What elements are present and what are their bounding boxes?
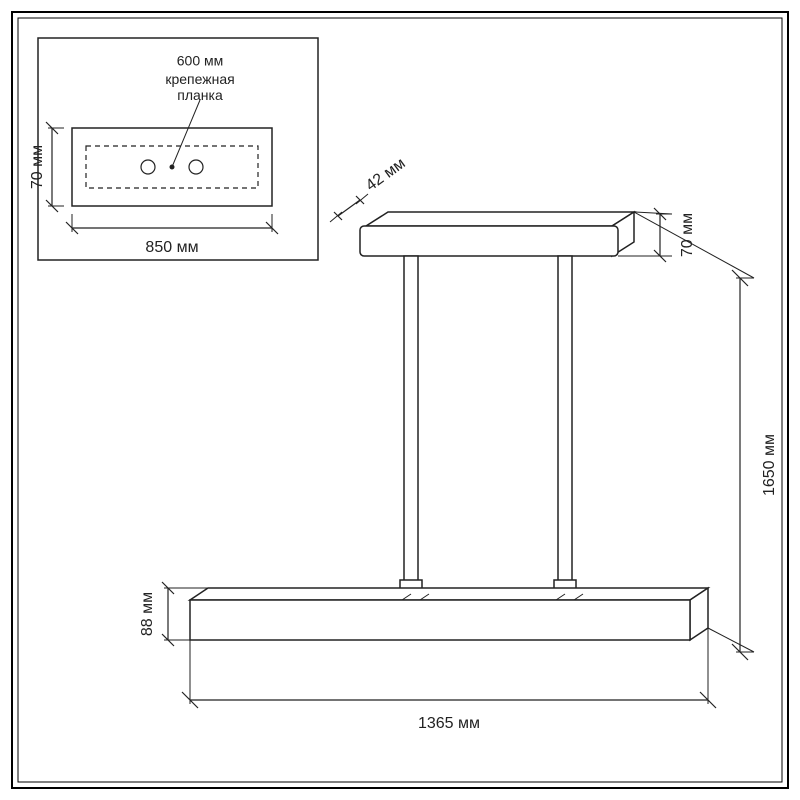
svg-text:70 мм: 70 мм bbox=[679, 213, 696, 257]
svg-text:600 мм: 600 мм bbox=[177, 53, 224, 69]
svg-text:70 мм: 70 мм bbox=[29, 145, 46, 189]
svg-text:850 мм: 850 мм bbox=[145, 239, 198, 256]
svg-text:1650 мм: 1650 мм bbox=[761, 434, 778, 496]
svg-text:88 мм: 88 мм bbox=[139, 592, 156, 636]
svg-text:крепежнаяпланка: крепежнаяпланка bbox=[165, 71, 234, 103]
svg-text:42 мм: 42 мм bbox=[363, 155, 409, 195]
svg-text:1365 мм: 1365 мм bbox=[418, 715, 480, 732]
